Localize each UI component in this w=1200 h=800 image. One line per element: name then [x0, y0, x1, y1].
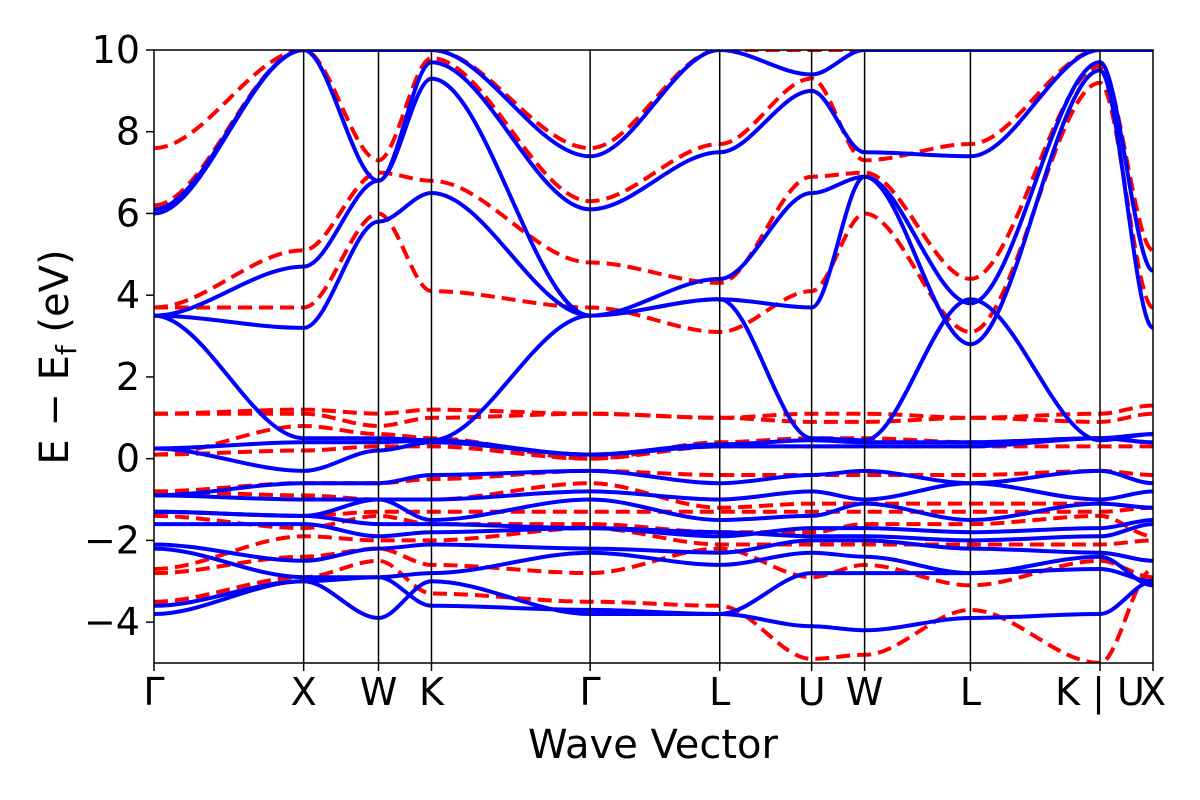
solid-band-line	[154, 538, 1153, 563]
x-tick-label: W	[846, 670, 884, 714]
x-tick-label: U	[798, 670, 826, 714]
y-axis-ticks: −4 −2 0 2 4 6 8 10	[84, 28, 154, 644]
y-axis-title-unit: (eV)	[32, 249, 78, 345]
plot-frame	[153, 49, 1154, 664]
x-tick-label: Γ	[580, 670, 601, 714]
x-tick-label: K | U	[1055, 670, 1145, 715]
solid-band-line	[154, 522, 1153, 543]
y-tick-label: 10	[92, 28, 140, 72]
y-tick-label: 0	[116, 437, 140, 481]
y-tick-label: −2	[84, 518, 140, 562]
solid-band-line	[154, 50, 1153, 216]
solid-band-line	[154, 497, 1153, 522]
y-tick-label: −4	[84, 600, 140, 644]
x-tick-label: X	[291, 670, 317, 714]
dashed-band-line	[154, 505, 1153, 518]
y-tick-label: 6	[116, 191, 140, 235]
solid-band-line	[154, 68, 1153, 347]
high-symmetry-lines	[302, 50, 1101, 663]
y-tick-label: 2	[116, 355, 140, 399]
y-axis-title-main: E − E	[32, 355, 78, 465]
x-tick-label: W	[360, 670, 398, 714]
solid-band-line	[154, 50, 1153, 212]
solid-band-line	[154, 468, 1153, 498]
dashed-band-line	[154, 526, 1153, 571]
y-tick-label: 4	[116, 273, 140, 317]
x-tick-label: L	[960, 670, 981, 714]
dashed-band-line	[154, 468, 1153, 494]
dashed-band-line	[154, 481, 1153, 510]
solid-band-line	[154, 509, 1153, 539]
y-tick-label: 8	[116, 110, 140, 154]
x-axis-title: Wave Vector	[528, 722, 779, 768]
solid-band-line	[154, 432, 1153, 457]
x-tick-label: X	[1140, 670, 1166, 714]
x-tick-label: Γ	[143, 670, 164, 714]
x-tick-label: L	[709, 670, 730, 714]
dashed-band-line	[154, 80, 1153, 334]
solid-band-line	[154, 546, 1153, 588]
dashed-band-line	[154, 50, 1153, 208]
solid-band-line	[154, 481, 1153, 502]
y-axis-title: E − Ef (eV)	[32, 249, 83, 464]
y-axis-title-subscript: f	[50, 344, 83, 355]
x-tick-label: K	[419, 670, 445, 714]
dashed-band-line	[154, 403, 1153, 420]
